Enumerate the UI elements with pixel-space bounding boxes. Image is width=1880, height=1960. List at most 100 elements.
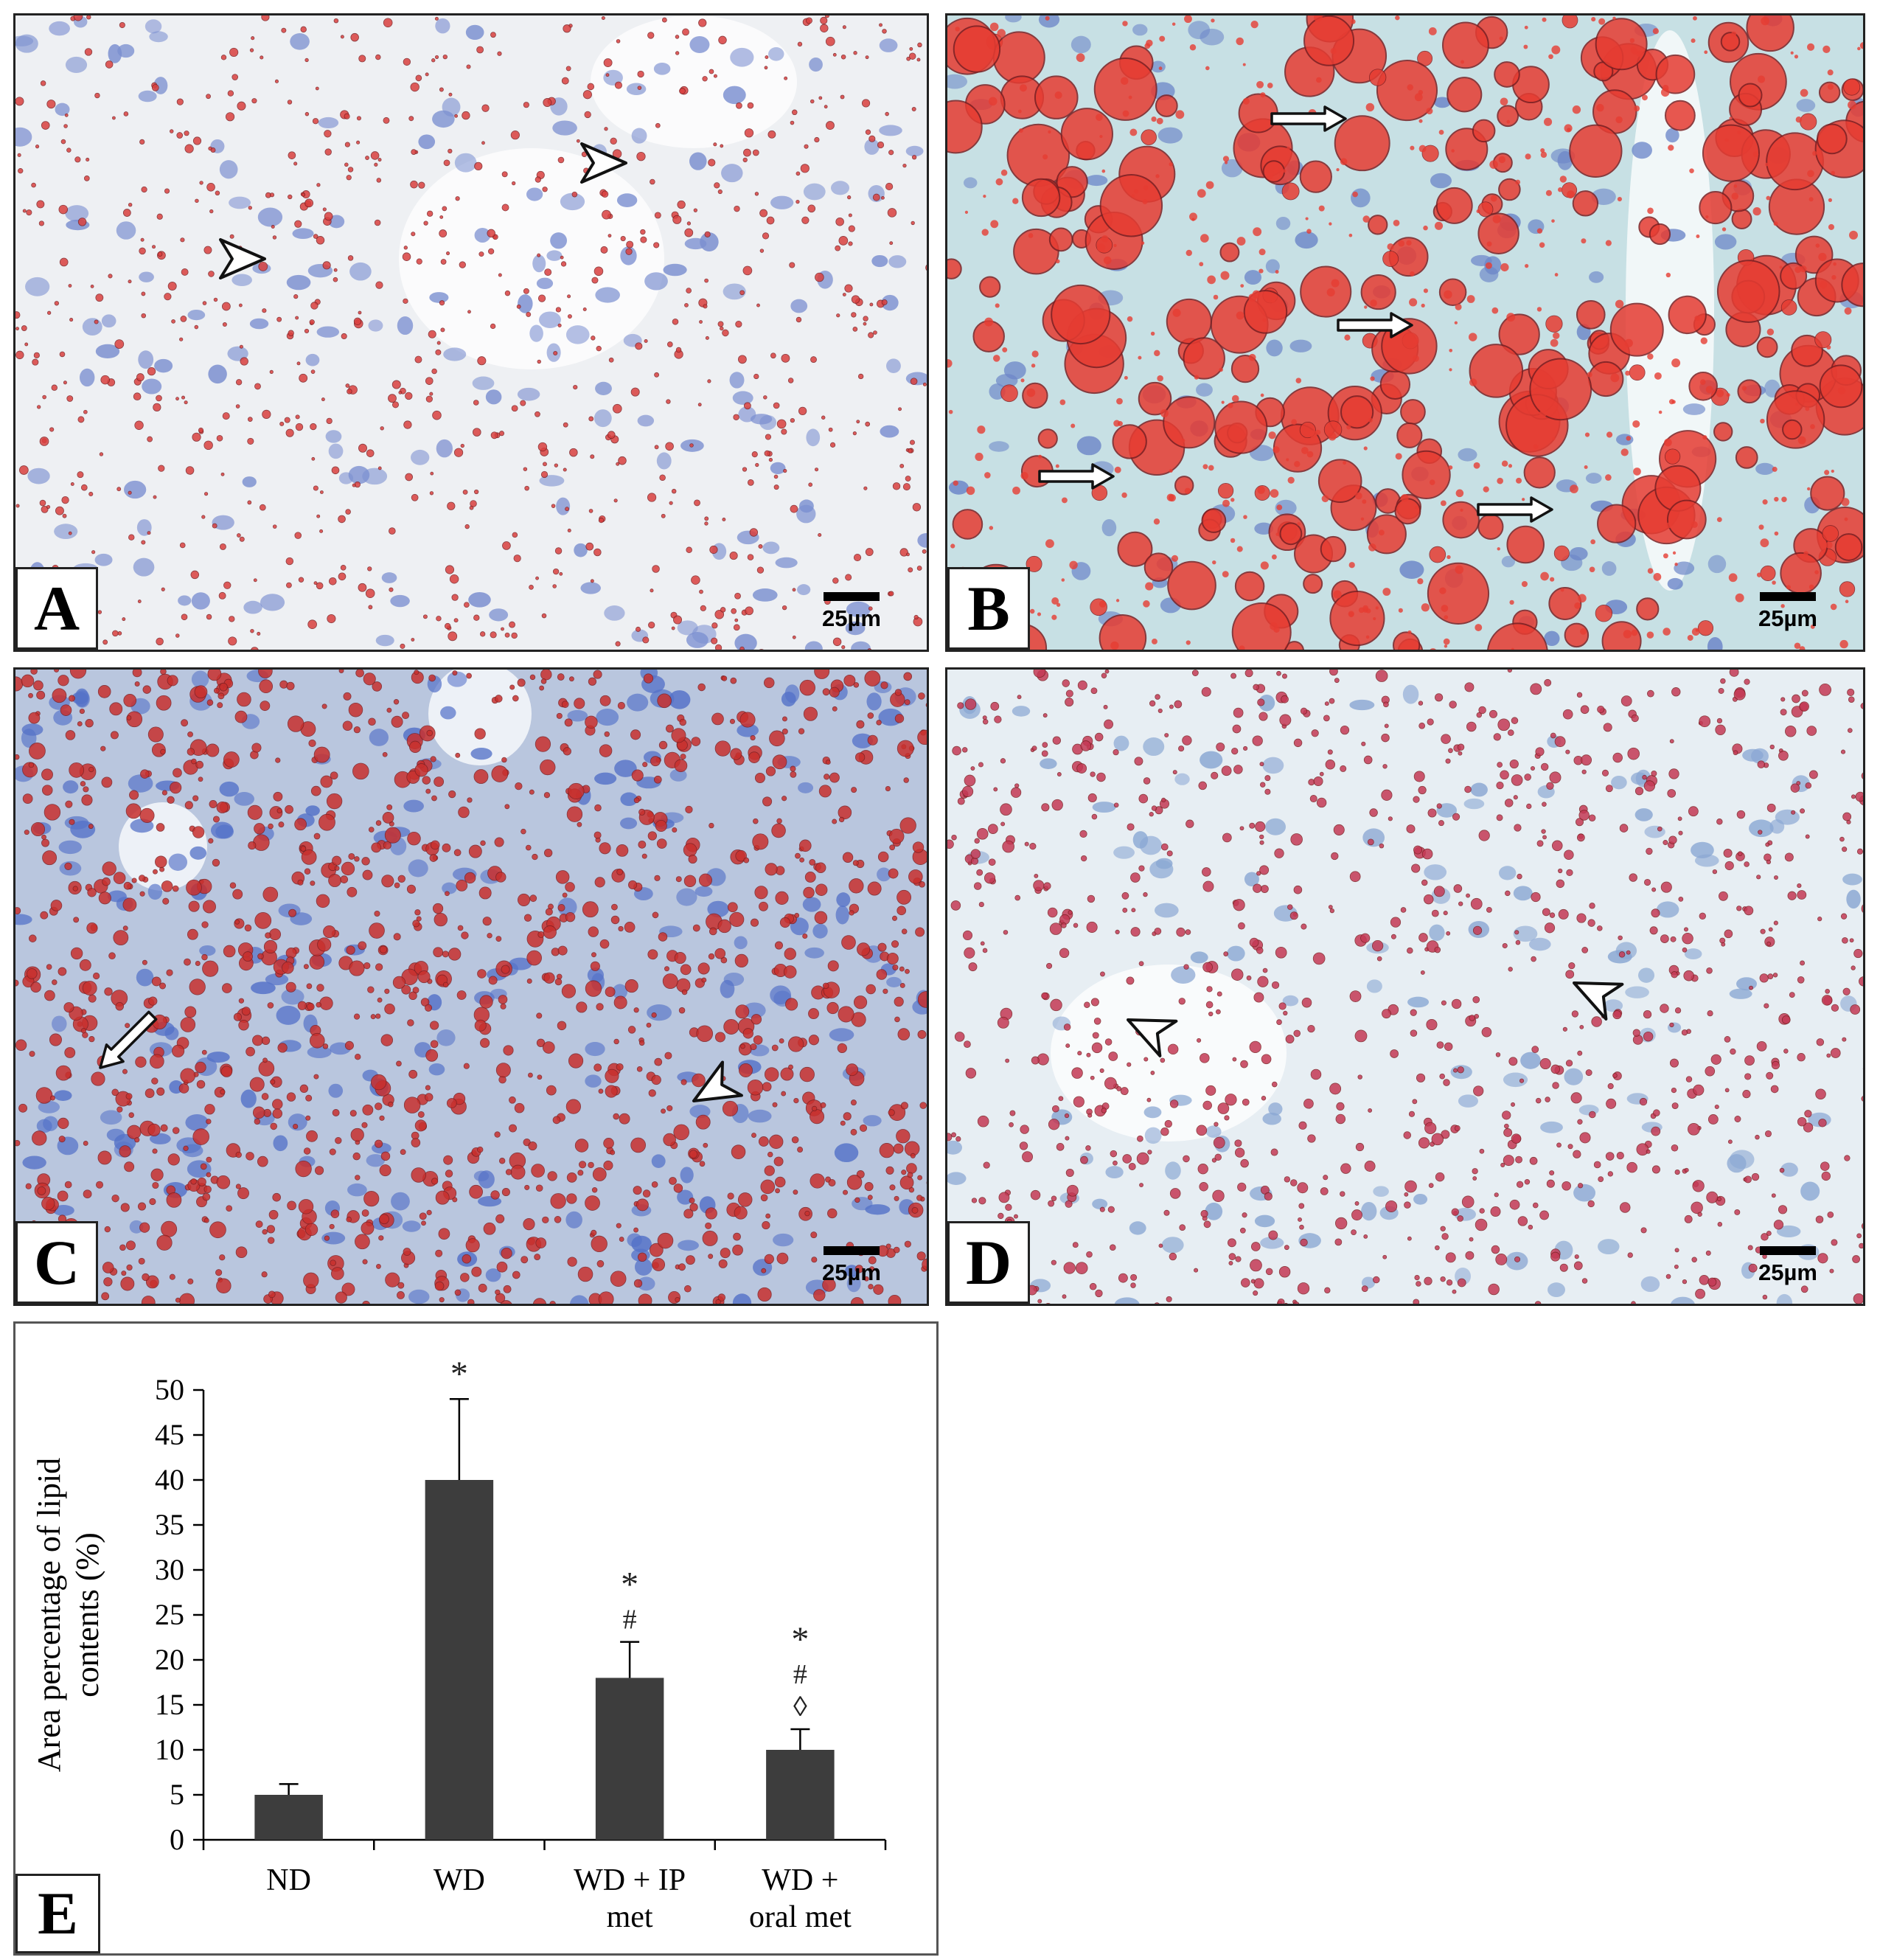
- lipid-droplet: [197, 1177, 206, 1186]
- lipid-droplet: [697, 962, 710, 975]
- lipid-droplet-small: [1605, 240, 1612, 246]
- lipid-droplet-small: [966, 486, 975, 496]
- lipid-droplet: [1688, 806, 1699, 817]
- lipid-droplet: [319, 529, 324, 533]
- lipid-droplet: [1107, 1206, 1115, 1213]
- lipid-droplet: [906, 552, 910, 557]
- lipid-droplet: [818, 785, 832, 798]
- lipid-droplet: [160, 1124, 168, 1132]
- lipid-droplet: [223, 945, 236, 958]
- nucleus: [627, 693, 649, 712]
- nucleus: [734, 936, 748, 950]
- lipid-droplet: [142, 685, 151, 694]
- lipid-droplet: [891, 940, 899, 948]
- lipid-droplet-small: [1426, 108, 1433, 115]
- lipid-droplet-small: [1122, 110, 1129, 117]
- lipid-droplet: [852, 431, 857, 436]
- lipid-droplet: [498, 995, 508, 1004]
- lipid-droplet: [62, 513, 67, 518]
- lipid-droplet: [1021, 178, 1061, 218]
- lipid-droplet: [523, 102, 529, 108]
- nucleus: [536, 277, 554, 289]
- nucleus: [325, 430, 342, 443]
- lipid-droplet: [298, 1199, 314, 1214]
- nucleus: [845, 621, 866, 636]
- lipid-droplet: [1500, 770, 1509, 780]
- lipid-droplet: [916, 58, 921, 62]
- lipid-droplet: [155, 855, 167, 868]
- lipid-droplet: [403, 1097, 421, 1113]
- lipid-droplet: [537, 1074, 543, 1080]
- lipid-droplet: [309, 954, 325, 970]
- nucleus: [1105, 1166, 1124, 1179]
- lipid-droplet: [747, 1079, 764, 1096]
- lipid-droplet: [838, 236, 849, 246]
- lipid-droplet: [487, 229, 495, 238]
- lipid-droplet: [868, 135, 876, 142]
- lipid-droplet: [152, 1148, 158, 1154]
- lipid-droplet: [613, 995, 627, 1009]
- lipid-droplet: [588, 1161, 594, 1169]
- lipid-droplet: [1278, 1266, 1291, 1278]
- lipid-droplet: [1340, 395, 1374, 429]
- lipid-droplet: [1163, 1209, 1170, 1216]
- lipid-droplet: [1403, 1131, 1411, 1139]
- lipid-droplet: [774, 1176, 786, 1188]
- lipid-droplet: [217, 692, 225, 700]
- lipid-droplet: [347, 1305, 352, 1306]
- nucleus: [206, 1052, 230, 1063]
- lipid-droplet: [212, 523, 217, 529]
- nucleus: [1540, 1121, 1563, 1133]
- lipid-droplet: [1671, 687, 1681, 697]
- lipid-droplet: [117, 631, 122, 636]
- lipid-droplet: [1060, 108, 1113, 161]
- lipid-droplet: [1663, 840, 1668, 846]
- lipid-droplet: [951, 1132, 957, 1138]
- lipid-droplet-small: [1329, 222, 1332, 226]
- lipid-droplet: [40, 911, 49, 920]
- lipid-droplet-small: [1355, 492, 1362, 500]
- lipid-droplet: [1022, 382, 1048, 409]
- lipid-droplet: [680, 964, 692, 976]
- lipid-droplet: [1013, 228, 1059, 275]
- lipid-droplet: [1237, 1182, 1247, 1192]
- lipid-droplet: [160, 670, 167, 675]
- lipid-droplet: [1379, 843, 1385, 849]
- lipid-droplet: [346, 175, 352, 181]
- lipid-droplet: [316, 183, 321, 187]
- lipid-droplet-small: [1271, 299, 1275, 304]
- lipid-droplet: [1562, 709, 1573, 720]
- lipid-droplet: [335, 1291, 347, 1304]
- lipid-droplet: [640, 229, 646, 235]
- lipid-droplet: [1797, 1053, 1806, 1062]
- lipid-droplet: [411, 149, 417, 155]
- lipid-droplet: [1138, 381, 1172, 416]
- lipid-droplet: [1529, 1156, 1538, 1165]
- lipid-droplet: [267, 1237, 275, 1244]
- lipid-droplet: [231, 74, 239, 80]
- lipid-droplet: [832, 706, 838, 712]
- lipid-droplet: [1616, 1152, 1624, 1160]
- lipid-droplet: [1243, 746, 1248, 751]
- nucleus: [750, 414, 773, 425]
- lipid-droplet: [1376, 956, 1382, 962]
- lipid-droplet-small: [990, 220, 999, 229]
- lipid-droplet: [771, 1044, 779, 1052]
- lipid-droplet: [840, 1120, 846, 1126]
- lipid-droplet-small: [1291, 419, 1297, 425]
- nucleus: [585, 1074, 602, 1088]
- lipid-droplet-small: [1294, 461, 1301, 468]
- lipid-droplet-small: [1410, 271, 1415, 277]
- nucleus: [773, 1233, 794, 1247]
- lipid-droplet: [637, 70, 644, 78]
- lipid-droplet: [419, 1212, 427, 1220]
- lipid-droplet: [877, 942, 887, 952]
- lipid-droplet: [647, 493, 657, 502]
- lipid-droplet: [83, 1189, 92, 1199]
- lipid-droplet: [909, 439, 915, 445]
- lipid-droplet: [254, 383, 261, 390]
- lipid-droplet: [358, 310, 362, 315]
- lipid-droplet: [792, 635, 796, 639]
- nucleus: [362, 468, 388, 485]
